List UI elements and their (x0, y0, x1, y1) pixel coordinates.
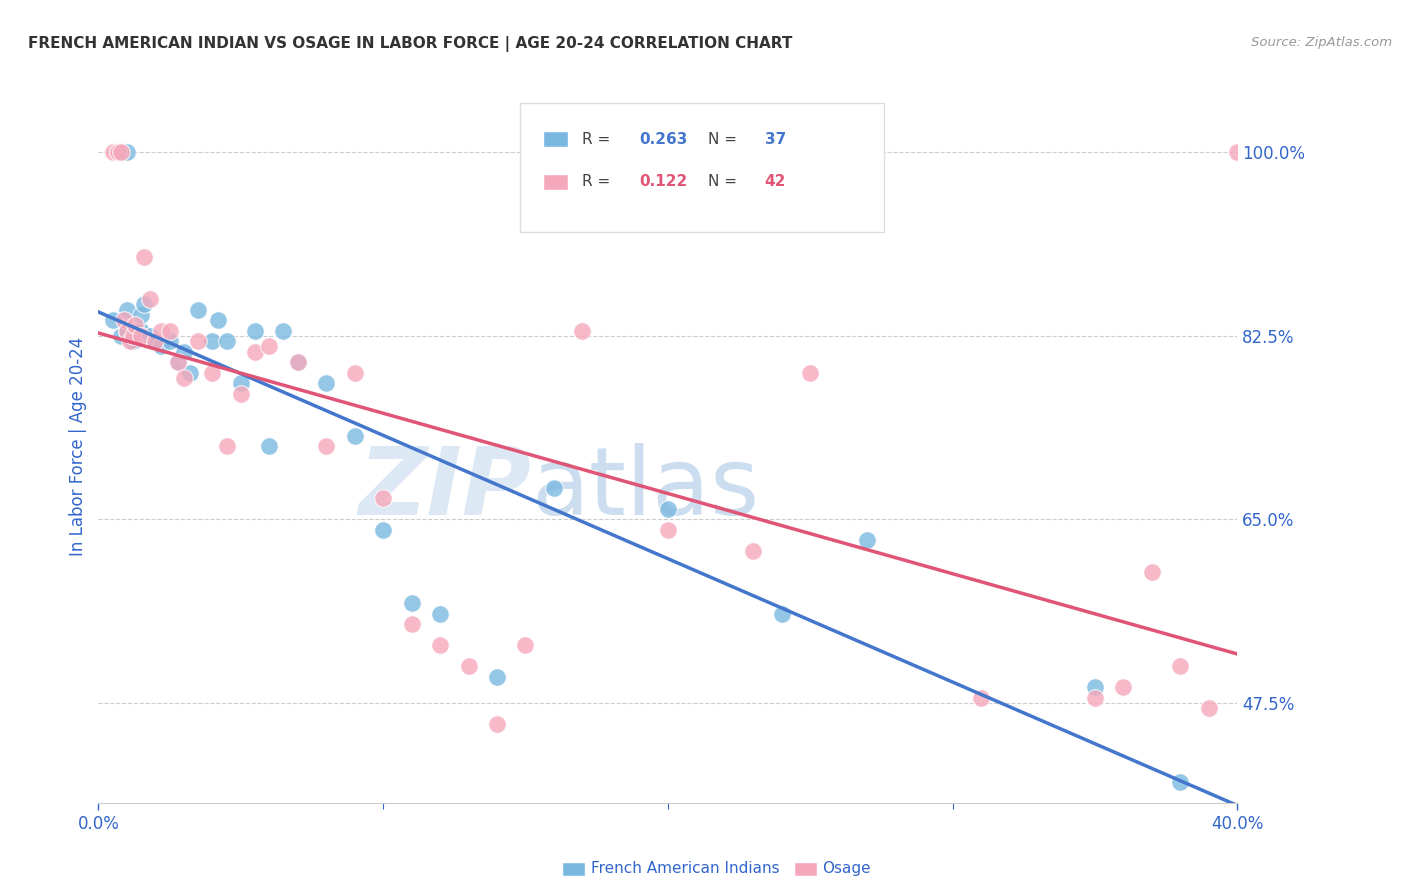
Text: atlas: atlas (531, 442, 759, 535)
Point (215, 439, 238, 453)
Point (799, 366, 821, 380)
Point (343, 428, 366, 442)
Point (167, 355, 190, 369)
Text: 37: 37 (765, 132, 786, 146)
Point (115, 145, 138, 160)
Point (229, 376, 252, 390)
Point (373, 523, 395, 537)
Point (543, 481, 565, 495)
Point (187, 334, 209, 348)
Point (315, 376, 337, 390)
Point (101, 145, 124, 160)
Point (101, 313, 124, 327)
Point (159, 324, 181, 338)
Point (657, 523, 679, 537)
Point (201, 366, 224, 380)
Point (243, 324, 266, 338)
Point (110, 328, 132, 343)
Point (173, 344, 195, 359)
Point (742, 544, 765, 558)
Point (187, 302, 209, 317)
Point (201, 334, 224, 348)
Point (138, 292, 160, 306)
Point (115, 302, 138, 317)
Point (138, 328, 160, 343)
Point (457, 659, 479, 673)
Point (150, 324, 173, 338)
Text: French American Indians: French American Indians (591, 862, 779, 876)
Bar (543, 174, 568, 190)
Point (129, 328, 152, 343)
Point (1084, 681, 1107, 695)
Point (129, 324, 152, 338)
Point (1198, 701, 1220, 715)
Point (229, 386, 252, 401)
Point (315, 439, 337, 453)
Text: ZIP: ZIP (359, 442, 531, 535)
Point (401, 596, 423, 610)
Point (373, 491, 395, 506)
Point (1170, 659, 1192, 673)
Text: 42: 42 (765, 175, 786, 189)
FancyBboxPatch shape (520, 103, 884, 232)
Point (207, 313, 229, 327)
Text: R =: R = (582, 132, 616, 146)
Point (1140, 565, 1163, 579)
Point (1226, 145, 1249, 160)
Point (115, 324, 138, 338)
Text: 0.263: 0.263 (640, 132, 688, 146)
Y-axis label: In Labor Force | Age 20-24: In Labor Force | Age 20-24 (69, 336, 87, 556)
Point (1084, 690, 1107, 705)
Point (112, 313, 135, 327)
Point (515, 639, 537, 653)
Point (970, 690, 993, 705)
Text: 0.122: 0.122 (640, 175, 688, 189)
Point (770, 607, 793, 621)
Point (429, 607, 451, 621)
Point (259, 439, 281, 453)
Point (215, 334, 238, 348)
Point (486, 670, 509, 684)
Point (110, 145, 132, 160)
Point (121, 334, 143, 348)
Point (486, 717, 509, 731)
Point (401, 617, 423, 632)
Point (429, 639, 451, 653)
Point (1112, 681, 1135, 695)
Point (132, 297, 155, 311)
Point (124, 318, 146, 333)
Text: FRENCH AMERICAN INDIAN VS OSAGE IN LABOR FORCE | AGE 20-24 CORRELATION CHART: FRENCH AMERICAN INDIAN VS OSAGE IN LABOR… (28, 36, 793, 52)
Point (287, 355, 309, 369)
Text: Source: ZipAtlas.com: Source: ZipAtlas.com (1251, 36, 1392, 49)
Point (129, 308, 152, 322)
Point (287, 355, 309, 369)
Point (121, 328, 143, 343)
Point (243, 344, 266, 359)
Text: Osage: Osage (823, 862, 872, 876)
Point (179, 366, 201, 380)
Point (150, 339, 173, 353)
Point (167, 355, 190, 369)
Point (145, 334, 167, 348)
Point (159, 334, 181, 348)
Point (1170, 774, 1192, 789)
Text: R =: R = (582, 175, 616, 189)
Bar (543, 131, 568, 147)
Point (115, 324, 138, 338)
Point (118, 334, 141, 348)
Point (107, 145, 129, 160)
Point (273, 324, 295, 338)
Text: N =: N = (707, 132, 741, 146)
Point (173, 371, 195, 385)
Point (259, 339, 281, 353)
Point (343, 366, 366, 380)
Point (132, 250, 155, 264)
Point (145, 334, 167, 348)
Point (657, 502, 679, 516)
Point (856, 533, 879, 548)
Text: N =: N = (707, 175, 741, 189)
Point (571, 324, 593, 338)
